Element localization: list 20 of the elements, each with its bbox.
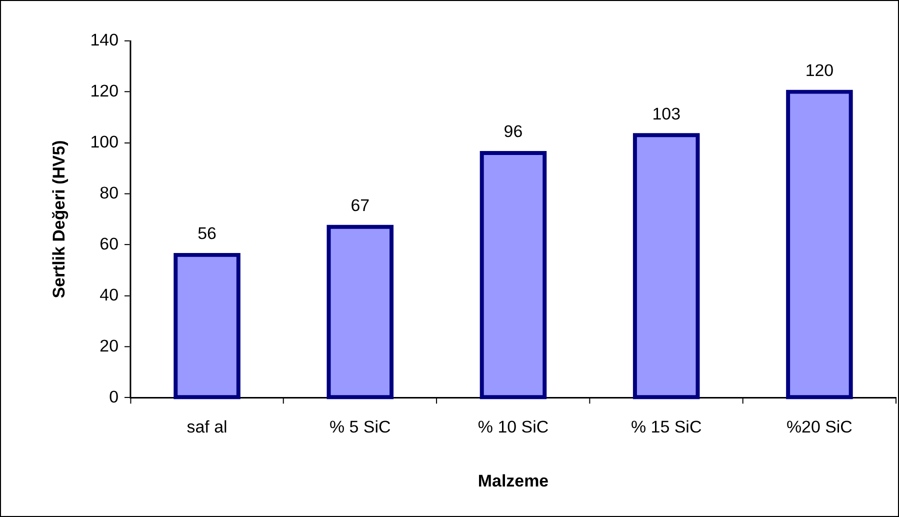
y-tick-label: 80 xyxy=(100,183,118,202)
y-tick-label: 120 xyxy=(90,82,118,100)
y-tick-label: 0 xyxy=(109,387,118,406)
y-axis-title: Sertlik Değeri (HV5) xyxy=(50,140,69,298)
y-tick-label: 140 xyxy=(90,30,118,50)
x-axis-title: Malzeme xyxy=(478,472,549,491)
y-tick-label: 40 xyxy=(100,285,118,304)
x-tick-label: %20 SiC xyxy=(786,417,852,436)
data-label: 120 xyxy=(805,61,834,80)
x-tick-label: % 15 SiC xyxy=(631,417,702,436)
y-tick-label: 100 xyxy=(90,132,118,152)
x-tick-label: % 5 SiC xyxy=(330,417,391,436)
data-label: 67 xyxy=(350,196,370,216)
data-label: 103 xyxy=(652,104,680,124)
x-tick-label: saf al xyxy=(186,417,228,436)
y-tick-label: 20 xyxy=(100,336,118,356)
x-tick-label: % 10 SiC xyxy=(478,417,549,436)
y-tick-label: 60 xyxy=(100,234,118,254)
data-label: 96 xyxy=(504,122,523,142)
data-label: 56 xyxy=(198,224,216,244)
